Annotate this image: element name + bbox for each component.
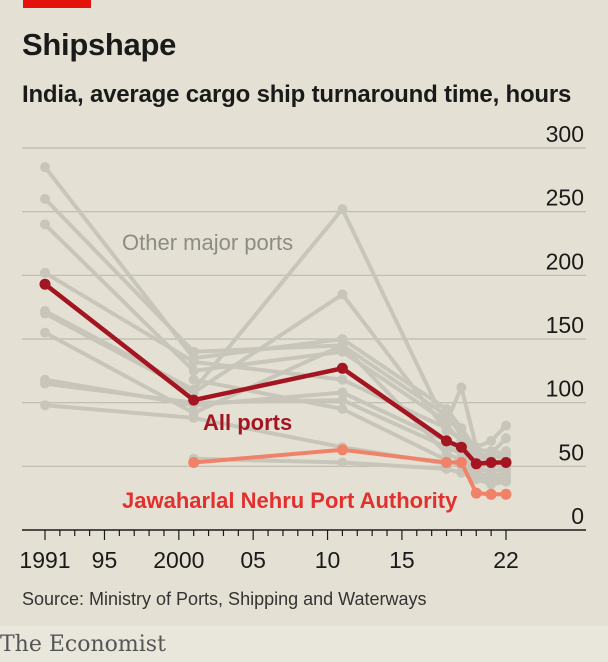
x-tick-label-2010: 10 — [315, 547, 341, 573]
other-port-series-10-point — [40, 400, 50, 411]
all-ports-series-point — [39, 278, 51, 290]
all-ports-series-point — [455, 441, 467, 453]
other-port-series-7-point — [40, 327, 50, 338]
y-tick-label-100: 100 — [546, 376, 584, 402]
y-tick-label-50: 50 — [558, 439, 584, 465]
other-port-series-4-point — [337, 374, 348, 385]
jnpa-series-point — [441, 457, 452, 468]
other-port-series-6-point — [40, 308, 50, 319]
other-port-series-6-point — [441, 425, 452, 436]
jnpa-series — [188, 444, 512, 500]
chart-panel — [0, 0, 608, 626]
x-tick-label-1995: 95 — [92, 547, 118, 573]
y-tick-label-200: 200 — [546, 248, 584, 274]
other-port-series-1-point — [40, 162, 50, 173]
other-port-series-9-point — [337, 395, 348, 406]
y-tick-label-150: 150 — [546, 312, 584, 338]
jnpa-series-point — [336, 444, 348, 456]
source-note: Source: Ministry of Ports, Shipping and … — [22, 589, 427, 609]
other-port-series-4-point — [188, 356, 199, 367]
jnpa-series-point — [470, 487, 482, 499]
other-port-series-6-point — [337, 289, 348, 300]
other-port-series-5-point — [501, 446, 511, 457]
jnpa-series-point — [455, 457, 467, 468]
other-port-series-11-point — [337, 404, 348, 414]
other-port-series-11-point — [188, 374, 199, 385]
all-ports-series-point — [441, 435, 452, 447]
other-port-series-12-point — [337, 457, 348, 468]
x-tick-label-2022: 22 — [493, 547, 519, 573]
other-port-series-4-point — [501, 433, 511, 444]
other-port-series-12-point — [471, 474, 482, 485]
all-ports-series-point — [485, 457, 497, 468]
other-port-series-10-point — [188, 412, 199, 423]
other-port-series-3-point — [471, 442, 482, 453]
y-tick-label-250: 250 — [546, 185, 584, 211]
other-port-series-8-point — [337, 387, 348, 398]
all-ports-series-point — [188, 394, 200, 406]
other-port-series-2-point — [40, 193, 50, 204]
label-all-ports: All ports — [203, 410, 292, 435]
other-port-series-6-point — [188, 387, 199, 398]
jnpa-series-point — [500, 488, 512, 500]
line-chart: 0 50 100 150 200 250 300 1991 95 2000 05 10 15 22 Othe… — [19, 121, 586, 573]
other-port-series-4-point — [40, 267, 50, 278]
brand-red-tag — [23, 0, 91, 8]
other-port-series-3-point — [456, 382, 467, 393]
other-port-series-12-point — [501, 476, 511, 487]
all-ports-series-point — [336, 362, 348, 374]
other-port-series-7-point — [337, 340, 348, 351]
all-ports-series-point — [470, 458, 482, 470]
other-port-series-9-point — [486, 466, 497, 477]
x-tick-label-2005: 05 — [240, 547, 266, 573]
all-ports-series — [39, 278, 512, 470]
other-port-series-12-point — [486, 479, 497, 490]
y-tick-label-0: 0 — [571, 503, 584, 529]
publisher-logo: The Economist — [0, 632, 166, 657]
other-port-series-5-point — [337, 204, 348, 215]
jnpa-series-point — [485, 488, 497, 500]
other-port-series-2-point — [188, 346, 199, 357]
all-ports-series-point — [500, 457, 512, 468]
x-tick-label-1991: 1991 — [19, 547, 70, 573]
other-port-series-3-point — [188, 365, 199, 376]
jnpa-series-point — [188, 457, 200, 468]
other-port-series-6-point — [456, 433, 467, 444]
other-port-series-3-point — [40, 219, 50, 230]
other-port-series-9-point — [40, 378, 50, 389]
other-port-series-3-point — [486, 435, 497, 446]
label-jnpa: Jawaharlal Nehru Port Authority — [122, 488, 458, 513]
other-port-series-3-point — [501, 420, 511, 431]
chart-title: Shipshape — [22, 27, 177, 62]
other-port-series-9 — [40, 378, 511, 477]
y-tick-label-300: 300 — [546, 121, 584, 147]
label-other-major-ports: Other major ports — [122, 230, 293, 255]
x-tick-label-2015: 15 — [389, 547, 415, 573]
x-tick-label-2000: 2000 — [153, 547, 204, 573]
chart-subtitle: India, average cargo ship turnaround tim… — [22, 81, 572, 108]
